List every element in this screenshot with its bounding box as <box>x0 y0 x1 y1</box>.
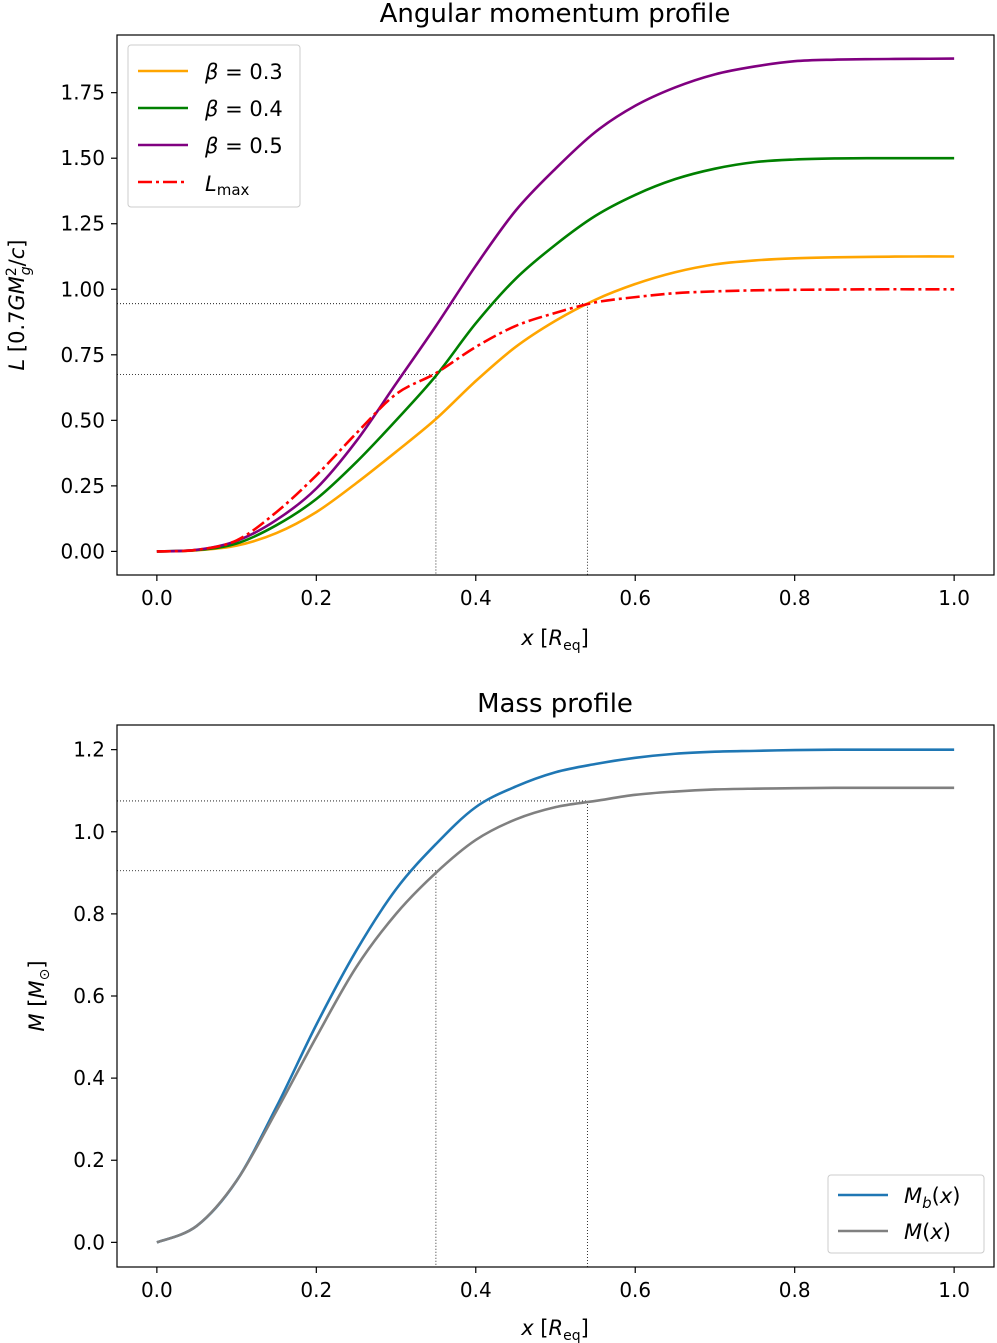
x-tick-label: 0.0 <box>141 586 173 610</box>
x-tick-label: 0.4 <box>460 586 492 610</box>
y-tick-label: 0.8 <box>73 902 105 926</box>
series-line-0 <box>156 255 955 553</box>
x-tick-label: 1.0 <box>938 1278 970 1302</box>
y-axis-label: M [M⊙] <box>25 960 53 1031</box>
y-tick-label: 1.25 <box>60 212 105 236</box>
x-axis-label: x [Req] <box>520 626 589 654</box>
x-tick-label: 0.8 <box>779 1278 811 1302</box>
chart-title: Angular momentum profile <box>380 0 731 29</box>
legend-label-lmax: Lmax <box>205 172 250 199</box>
x-tick-label: 1.0 <box>938 586 970 610</box>
legend: β = 0.3 β = 0.4 β = 0.5 Lmax <box>127 44 301 208</box>
x-tick-label: 0.2 <box>300 1278 332 1302</box>
series-line-1 <box>156 786 955 1244</box>
plot-frame <box>116 34 995 576</box>
y-tick-label: 0.6 <box>73 984 105 1008</box>
x-axis-ticks: 0.0 0.2 0.4 0.6 0.8 1.0 <box>141 1267 970 1302</box>
x-tick-label: 0.2 <box>300 586 332 610</box>
x-tick-label: 0.0 <box>141 1278 173 1302</box>
series-line-1 <box>156 156 955 553</box>
y-tick-label: 0.25 <box>60 474 105 498</box>
guide-lines <box>117 303 588 575</box>
series-line-0 <box>156 748 955 1244</box>
y-tick-label: 0.00 <box>60 539 105 563</box>
y-tick-label: 1.50 <box>60 146 105 170</box>
legend-label-beta-0-3: β = 0.3 <box>204 60 283 84</box>
legend-label-beta-0-4: β = 0.4 <box>204 97 283 121</box>
legend: Mb(x) M(x) <box>827 1174 985 1254</box>
y-tick-label: 1.00 <box>60 277 105 301</box>
y-axis-label: L [0.7GM2g/c] <box>4 239 34 370</box>
y-tick-label: 0.2 <box>73 1148 105 1172</box>
mass-panel: Mass profile 0.0 0.2 0.4 0.6 0.8 1.0 0.00.20.… <box>25 689 995 1343</box>
series-lines <box>156 748 955 1244</box>
chart-title: Mass profile <box>477 689 633 719</box>
series-line-2 <box>156 57 955 553</box>
legend-label-beta-0-5: β = 0.5 <box>204 134 283 158</box>
x-tick-label: 0.8 <box>779 586 811 610</box>
guide-lines <box>117 800 588 1267</box>
y-tick-label: 1.2 <box>73 738 105 762</box>
y-tick-label: 1.75 <box>60 81 105 105</box>
series-line-3 <box>156 287 955 553</box>
x-tick-label: 0.6 <box>619 1278 651 1302</box>
x-tick-label: 0.4 <box>460 1278 492 1302</box>
y-tick-label: 0.50 <box>60 408 105 432</box>
y-axis-ticks: 0.0 0.2 0.4 0.6 0.8 1.0 1.2 <box>73 738 117 1254</box>
angular-momentum-panel: Angular momentum profile 0.0 0.2 0.4 0.6 0.8… <box>4 0 995 654</box>
legend-box <box>127 44 301 208</box>
x-axis-label: x [Req] <box>520 1316 589 1343</box>
y-tick-label: 0.0 <box>73 1230 105 1254</box>
legend-label-m: M(x) <box>904 1220 951 1244</box>
y-axis-ticks: 0.00 0.25 0.50 0.75 1.00 1.25 1.50 1.75 <box>60 81 117 563</box>
y-tick-label: 0.75 <box>60 343 105 367</box>
x-axis-ticks: 0.0 0.2 0.4 0.6 0.8 1.0 <box>141 575 970 610</box>
series-lines <box>156 57 955 553</box>
legend-label-mb: Mb(x) <box>904 1184 961 1212</box>
x-tick-label: 0.6 <box>619 586 651 610</box>
y-tick-label: 1.0 <box>73 820 105 844</box>
y-tick-label: 0.4 <box>73 1066 105 1090</box>
